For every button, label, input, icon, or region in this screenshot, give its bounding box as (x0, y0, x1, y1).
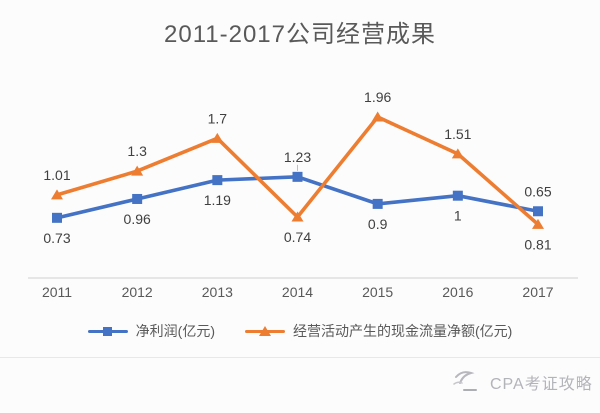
net-profit-data-label: 1.23 (284, 149, 311, 165)
cash-flow-data-label: 0.74 (284, 229, 311, 245)
legend-item-cash-flow: 经营活动产生的现金流量净额(亿元) (245, 321, 512, 341)
cash-flow-data-label: 1.01 (43, 167, 70, 183)
watermark-text: CPA考证攻略 (490, 376, 593, 393)
footer-divider (0, 357, 600, 358)
cash-flow-marker (211, 132, 224, 143)
legend-label: 净利润(亿元) (135, 323, 215, 339)
x-tick-label: 2014 (282, 284, 313, 300)
watermark: CPA考证攻略 (450, 368, 593, 396)
cash-flow-marker (291, 211, 304, 222)
x-tick-label: 2015 (362, 284, 393, 300)
net-profit-data-label: 1.19 (204, 192, 231, 208)
net-profit-marker (52, 212, 62, 223)
chart-legend: 净利润(亿元) 经营活动产生的现金流量净额(亿元) (0, 321, 600, 341)
cash-flow-marker (51, 189, 63, 200)
chart-title: 2011-2017公司经营成果 (164, 21, 436, 48)
net-profit-marker (372, 198, 383, 209)
net-profit-marker (292, 171, 303, 182)
net-profit-data-label: 0.96 (124, 211, 151, 227)
cash-flow-marker (131, 165, 144, 176)
cash-flow-data-label: 1.7 (208, 110, 228, 126)
cash-flow-data-label: 1.96 (364, 89, 391, 105)
x-tick-label: 2016 (442, 284, 473, 300)
x-tick-label: 2017 (522, 284, 553, 300)
cash-flow-data-label: 1.3 (127, 143, 147, 159)
legend-item-net-profit: 净利润(亿元) (87, 321, 215, 341)
net-profit-data-label: 0.65 (524, 183, 551, 199)
net-profit-data-label: 1 (454, 208, 462, 224)
cash-flow-marker (371, 111, 384, 122)
cash-flow-marker (451, 148, 464, 159)
cash-flow-data-label: 1.51 (444, 126, 471, 142)
net-profit-data-label: 0.9 (368, 216, 388, 232)
square-legend-marker-icon (87, 325, 128, 338)
triangle-legend-marker-icon (245, 325, 285, 338)
cash-flow-marker (532, 218, 545, 229)
watermark-logo-icon (453, 371, 477, 391)
net-profit-marker (132, 193, 143, 204)
net-profit-marker (533, 206, 544, 217)
net-profit-marker (452, 190, 463, 201)
x-tick-label: 2013 (202, 284, 233, 300)
legend-label: 经营活动产生的现金流量净额(亿元) (293, 323, 513, 339)
x-tick-label: 2011 (42, 284, 72, 300)
x-tick-label: 2012 (122, 284, 153, 300)
cash-flow-data-label: 0.81 (524, 236, 551, 252)
net-profit-marker (212, 175, 223, 186)
net-profit-data-label: 0.73 (43, 230, 70, 246)
